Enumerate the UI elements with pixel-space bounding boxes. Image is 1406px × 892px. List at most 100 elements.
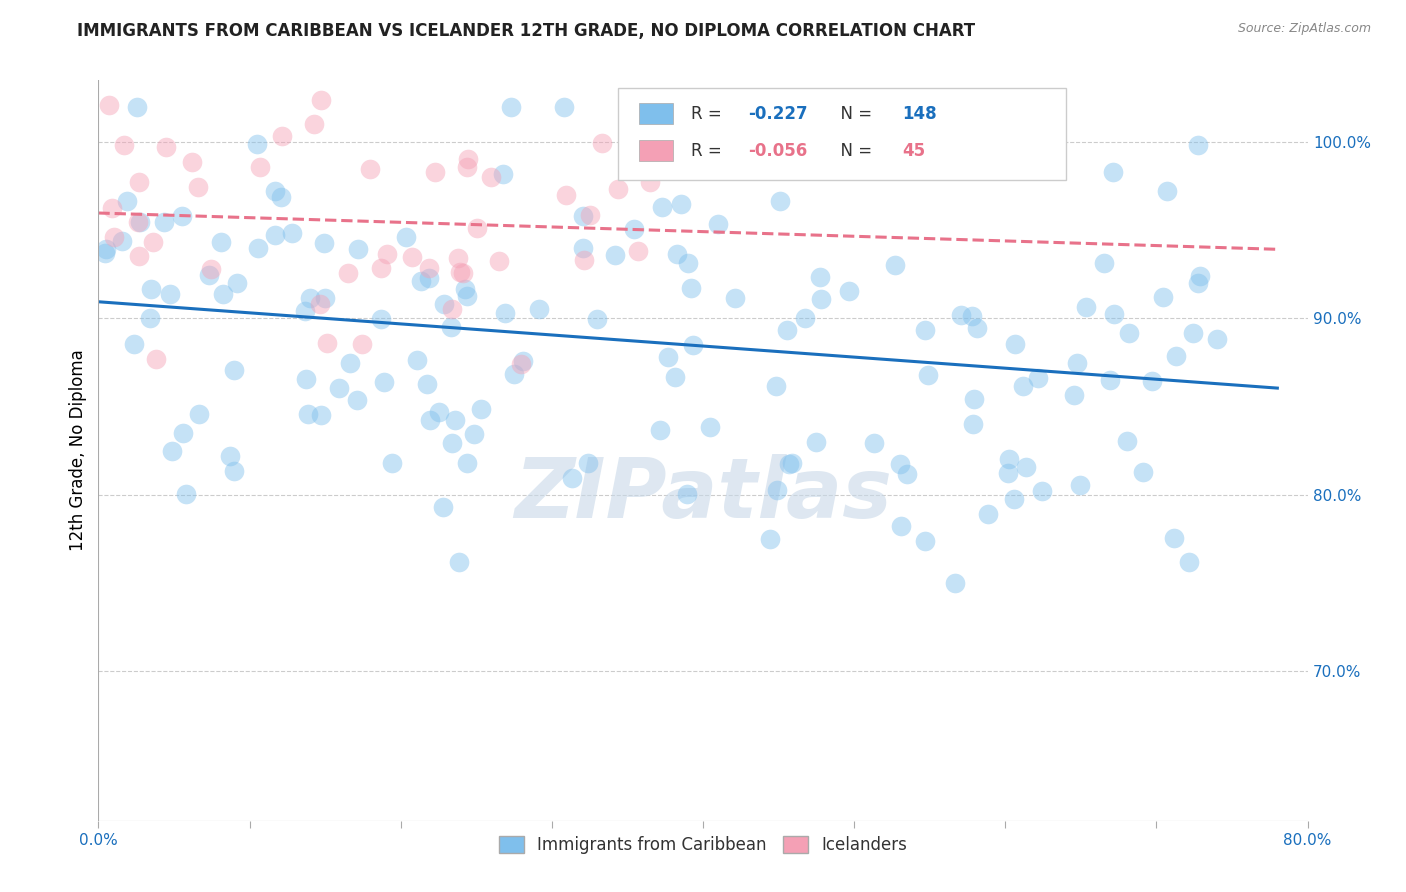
Point (295, 371, 318, 385)
Point (1163, 532, 1185, 546)
Point (561, 471, 583, 485)
Point (1076, 300, 1098, 314)
Point (838, 284, 860, 298)
Point (406, 353, 429, 368)
Point (264, 227, 287, 242)
Point (623, 222, 645, 236)
Point (145, 352, 167, 367)
Point (456, 456, 478, 470)
Point (647, 100, 669, 114)
Point (174, 487, 197, 501)
Point (808, 269, 831, 284)
Legend: Immigrants from Caribbean, Icelanders: Immigrants from Caribbean, Icelanders (492, 829, 914, 861)
Point (395, 229, 418, 244)
Point (160, 443, 183, 458)
Point (122, 336, 145, 351)
Point (418, 261, 440, 276)
Point (998, 452, 1021, 467)
Point (1066, 356, 1088, 370)
Point (1182, 326, 1205, 340)
Point (863, 436, 886, 450)
Point (447, 555, 470, 569)
Point (339, 356, 361, 370)
Point (432, 500, 454, 514)
Point (298, 291, 321, 305)
Point (648, 423, 671, 437)
Point (142, 235, 165, 250)
Point (128, 249, 150, 263)
Point (724, 291, 747, 305)
Point (1116, 434, 1139, 448)
Point (707, 217, 730, 231)
Point (1142, 374, 1164, 388)
Point (628, 146, 651, 161)
Point (571, 241, 593, 255)
Text: N =: N = (830, 142, 877, 160)
Point (488, 254, 510, 268)
Point (579, 208, 602, 222)
Point (890, 519, 912, 533)
Point (1188, 268, 1211, 283)
Point (418, 271, 440, 285)
Point (553, 100, 575, 114)
Text: IMMIGRANTS FROM CARIBBEAN VS ICELANDER 12TH GRADE, NO DIPLOMA CORRELATION CHART: IMMIGRANTS FROM CARIBBEAN VS ICELANDER 1… (77, 22, 976, 40)
Point (509, 357, 531, 371)
Point (172, 425, 194, 440)
Point (97, 98, 120, 112)
Point (671, 197, 693, 211)
Point (502, 368, 524, 382)
Point (270, 190, 292, 204)
Point (316, 336, 339, 351)
Point (129, 215, 152, 229)
Point (555, 187, 578, 202)
Point (447, 251, 470, 265)
Text: -0.056: -0.056 (748, 142, 807, 160)
Point (896, 467, 918, 482)
Point (159, 287, 181, 301)
Point (1092, 255, 1115, 269)
Point (527, 301, 550, 316)
Point (1118, 326, 1140, 340)
Point (401, 250, 423, 264)
Point (607, 181, 630, 195)
Point (280, 226, 302, 240)
FancyBboxPatch shape (638, 140, 673, 161)
Point (456, 160, 478, 174)
Point (423, 165, 446, 179)
Point (336, 266, 359, 280)
Point (1026, 371, 1049, 385)
Point (309, 408, 332, 422)
Point (765, 379, 787, 393)
Point (794, 310, 817, 325)
Y-axis label: 12th Grade, No Diploma: 12th Grade, No Diploma (69, 350, 87, 551)
Point (1002, 129, 1025, 144)
Text: R =: R = (690, 142, 727, 160)
Point (479, 169, 502, 184)
Point (465, 221, 488, 235)
Point (218, 449, 240, 463)
Point (963, 392, 986, 407)
Point (1099, 373, 1122, 387)
Point (463, 427, 485, 442)
Point (224, 362, 246, 376)
Point (346, 393, 368, 408)
Point (1102, 307, 1125, 321)
FancyBboxPatch shape (638, 103, 673, 124)
Point (245, 136, 267, 151)
Point (889, 457, 911, 471)
Point (172, 209, 194, 223)
Point (627, 244, 650, 258)
Point (449, 265, 471, 279)
Point (810, 292, 832, 306)
Point (494, 306, 516, 320)
Point (778, 457, 800, 471)
Point (247, 241, 270, 255)
Point (572, 252, 595, 267)
Point (806, 435, 828, 450)
Point (359, 162, 381, 177)
Point (1031, 483, 1053, 498)
Point (651, 200, 673, 214)
Point (917, 368, 939, 382)
Point (96, 243, 118, 257)
Point (914, 323, 936, 337)
